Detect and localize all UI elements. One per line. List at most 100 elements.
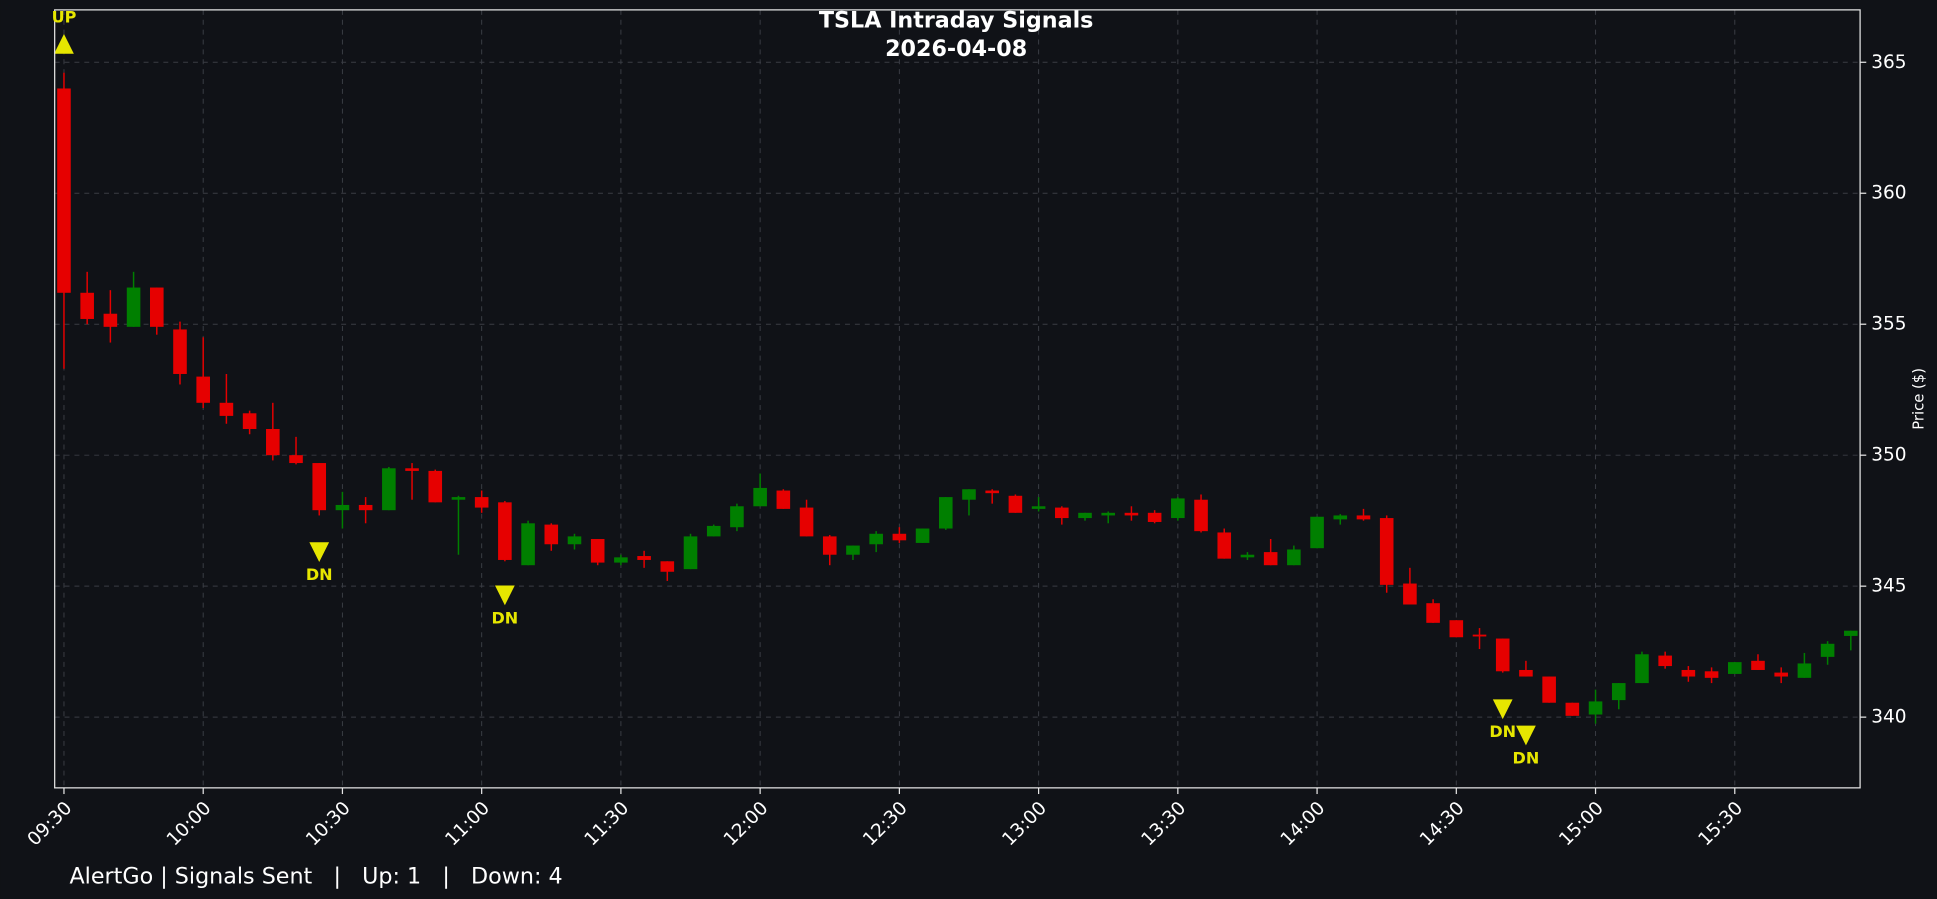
candle-body: [1635, 654, 1649, 684]
candle-body: [1403, 583, 1417, 605]
candle-body: [1217, 532, 1232, 559]
candle-body: [822, 536, 837, 555]
candle-body: [776, 490, 791, 509]
footer: AlertGo | Signals Sent | Up: 1 | Down: 4: [70, 863, 563, 889]
plot-frame: [54, 9, 1861, 789]
candle-body: [567, 536, 582, 545]
candle-body: [451, 497, 466, 500]
y-tick-label: 355: [1871, 314, 1906, 335]
candle-body: [382, 468, 396, 511]
candle-body: [521, 523, 535, 566]
candle-body: [405, 468, 419, 471]
candle-body: [1774, 672, 1788, 677]
candle-body: [637, 556, 651, 560]
candle-body: [1820, 643, 1835, 657]
candle-body: [1263, 552, 1278, 566]
candle-body: [892, 533, 907, 541]
candle-body: [1588, 701, 1603, 715]
candle-body: [1704, 671, 1719, 678]
candle-body: [938, 497, 953, 529]
candle-body: [1751, 660, 1765, 670]
signal-label: DN: [491, 608, 518, 627]
candle-body: [1519, 669, 1533, 677]
candle-body: [1101, 512, 1116, 516]
candle-body: [869, 533, 883, 545]
candle-body: [474, 497, 489, 508]
candle-body: [660, 561, 675, 572]
candle-body: [1426, 603, 1440, 623]
candle-body: [1472, 634, 1487, 637]
candle-body: [289, 455, 303, 464]
candle-body: [1124, 512, 1139, 516]
signal-marker: [494, 585, 515, 606]
candle-body: [80, 292, 94, 319]
candle-body: [498, 502, 512, 560]
candle-body: [590, 539, 605, 563]
y-tick-label: 345: [1871, 576, 1906, 597]
candle-body: [1681, 669, 1696, 677]
candle-body: [1194, 499, 1208, 532]
signal-label: DN: [306, 565, 333, 584]
candle-body: [1310, 516, 1324, 549]
y-tick-label: 340: [1871, 707, 1906, 728]
chart-subtitle: 2026-04-08: [885, 36, 1027, 62]
signal-label: DN: [1513, 748, 1540, 767]
candle-body: [57, 88, 71, 293]
candle-body: [683, 536, 698, 570]
y-tick-label: 360: [1871, 183, 1906, 204]
candle-body: [1844, 630, 1858, 636]
candle-body: [1055, 507, 1069, 519]
signal-marker: [309, 542, 330, 562]
candle-body: [335, 504, 350, 511]
marks-layer: [54, 34, 1858, 746]
candle-body: [1379, 518, 1394, 585]
candle-body: [846, 545, 860, 555]
candle-body: [358, 504, 373, 511]
candle-body: [219, 402, 234, 416]
candle-body: [1797, 663, 1812, 678]
candle-body: [799, 507, 814, 537]
candle-body: [173, 329, 187, 374]
candle-body: [730, 506, 744, 528]
candle-body: [312, 463, 327, 511]
candle-body: [1287, 549, 1301, 566]
candle-body: [1611, 683, 1626, 701]
candle-body: [1171, 498, 1185, 519]
candle-body: [1356, 515, 1371, 520]
grid-layer: [54, 9, 1861, 788]
candle-body: [266, 428, 280, 456]
candle-body: [1449, 620, 1464, 638]
candle-body: [1240, 554, 1255, 558]
candle-body: [1727, 662, 1742, 674]
candle-body: [915, 528, 930, 543]
y-tick-label: 350: [1871, 445, 1906, 466]
chart-title: TSLA Intraday Signals: [819, 7, 1094, 33]
candle-body: [544, 524, 559, 545]
candle-body: [614, 557, 628, 563]
candle-body: [1031, 506, 1046, 509]
signal-label: UP: [52, 7, 77, 26]
candle-body: [149, 287, 164, 327]
candle-body: [1147, 512, 1162, 522]
y-tick-label: 365: [1871, 52, 1906, 73]
candle-body: [1495, 638, 1510, 672]
signal-marker: [1492, 699, 1513, 720]
candle-body: [1658, 655, 1672, 667]
candle-body: [962, 489, 976, 500]
y-axis-label: Price ($): [1910, 368, 1927, 430]
candle-body: [985, 490, 999, 494]
candle-body: [753, 487, 767, 507]
candle-body: [126, 287, 141, 327]
candle-body: [1008, 495, 1023, 513]
candle-body: [706, 525, 721, 537]
candle-body: [1333, 515, 1348, 520]
candle-body: [242, 413, 257, 429]
candle-body: [1078, 512, 1092, 519]
signal-marker: [1516, 725, 1536, 746]
candle-body: [103, 313, 118, 327]
signal-marker: [54, 34, 74, 54]
candle-body: [1542, 676, 1556, 703]
